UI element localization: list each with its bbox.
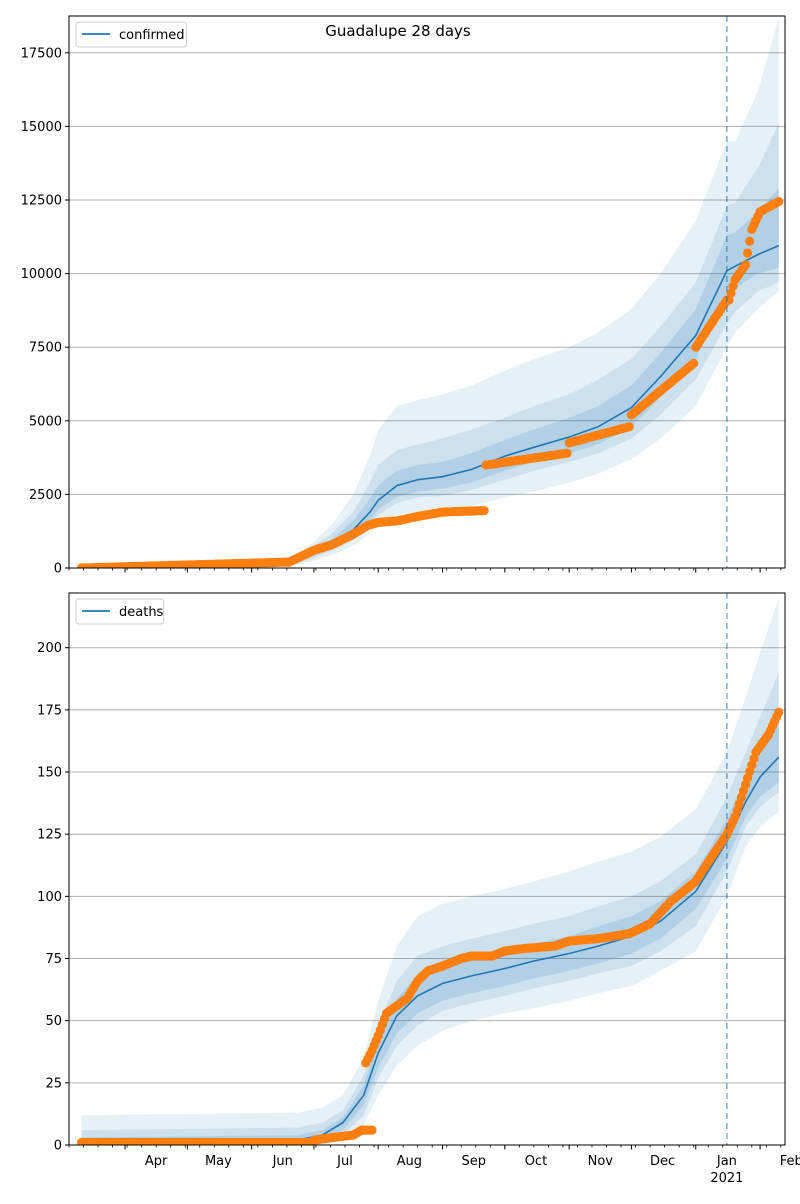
deaths-panel: 0 25 50 75 100 125 150 175 200 Apr May Jun Jul Aug Sep…: [37, 592, 800, 1186]
x-tick-label: Jun: [272, 1154, 293, 1169]
y-tick-label: 15000: [21, 120, 62, 135]
observed-point: [774, 707, 784, 718]
x-tick-label: Feb: [780, 1154, 800, 1169]
confirmed-panel: 0 2500 5000 7500 10000 12500 15000 17500 confirm…: [21, 15, 786, 577]
observed-point: [689, 358, 699, 368]
observed-point: [367, 1125, 377, 1135]
y-tick-label: 175: [37, 703, 62, 718]
legend-label: confirmed: [119, 28, 185, 43]
observed-points: [76, 196, 784, 568]
figure-title: Guadalupe 28 days: [325, 22, 471, 40]
y-tick-label: 17500: [21, 46, 62, 61]
observed-point: [774, 196, 784, 207]
y-tick-label: 200: [37, 641, 62, 656]
y-tick-label: 12500: [21, 194, 62, 209]
y-tick-label: 5000: [29, 414, 62, 429]
uncertainty-band-middle: [81, 672, 779, 1145]
uncertainty-band-inner: [81, 188, 779, 568]
x-tick-label: Jan: [716, 1154, 737, 1169]
x-year-label: 2021: [710, 1171, 743, 1186]
y-tick-label: 50: [45, 1014, 62, 1029]
x-tick-label: Nov: [588, 1154, 614, 1169]
observed-points: [76, 707, 784, 1145]
y-tick-label: 10000: [21, 267, 62, 282]
observed-point: [745, 236, 755, 246]
legend-box: [75, 598, 165, 625]
legend-label: deaths: [119, 605, 164, 620]
observed-point: [728, 281, 738, 291]
observed-point: [562, 448, 572, 458]
axes-frame: [68, 592, 786, 1146]
y-tick-label: 75: [45, 952, 62, 967]
axes-frame: [68, 15, 786, 569]
model-median-line: [81, 756, 780, 1144]
x-tick-label: Jul: [336, 1154, 353, 1169]
x-tick-label: Apr: [145, 1154, 168, 1169]
y-tick-label: 0: [54, 562, 62, 577]
x-tick-label: Sep: [461, 1154, 486, 1169]
y-tick-label: 7500: [29, 341, 62, 356]
x-tick-label: Oct: [525, 1154, 547, 1169]
observed-point: [479, 506, 489, 516]
y-tick-label: 100: [37, 890, 62, 905]
legend: confirmed: [75, 21, 187, 48]
uncertainty-band-middle: [81, 123, 779, 568]
legend-box: [75, 21, 187, 48]
observed-point: [741, 260, 751, 270]
x-tick-label: Aug: [397, 1154, 422, 1169]
x-tick-label: May: [205, 1154, 232, 1169]
y-tick-label: 2500: [29, 488, 62, 503]
y-tick-label: 125: [37, 828, 62, 843]
legend: deaths: [75, 598, 165, 625]
y-tick-label: 0: [54, 1139, 62, 1154]
y-tick-label: 150: [37, 766, 62, 781]
x-tick-label: Dec: [650, 1154, 675, 1169]
y-tick-label: 25: [45, 1076, 62, 1091]
observed-point: [743, 248, 753, 258]
observed-point: [624, 422, 634, 432]
uncertainty-band-outer: [81, 598, 779, 1145]
